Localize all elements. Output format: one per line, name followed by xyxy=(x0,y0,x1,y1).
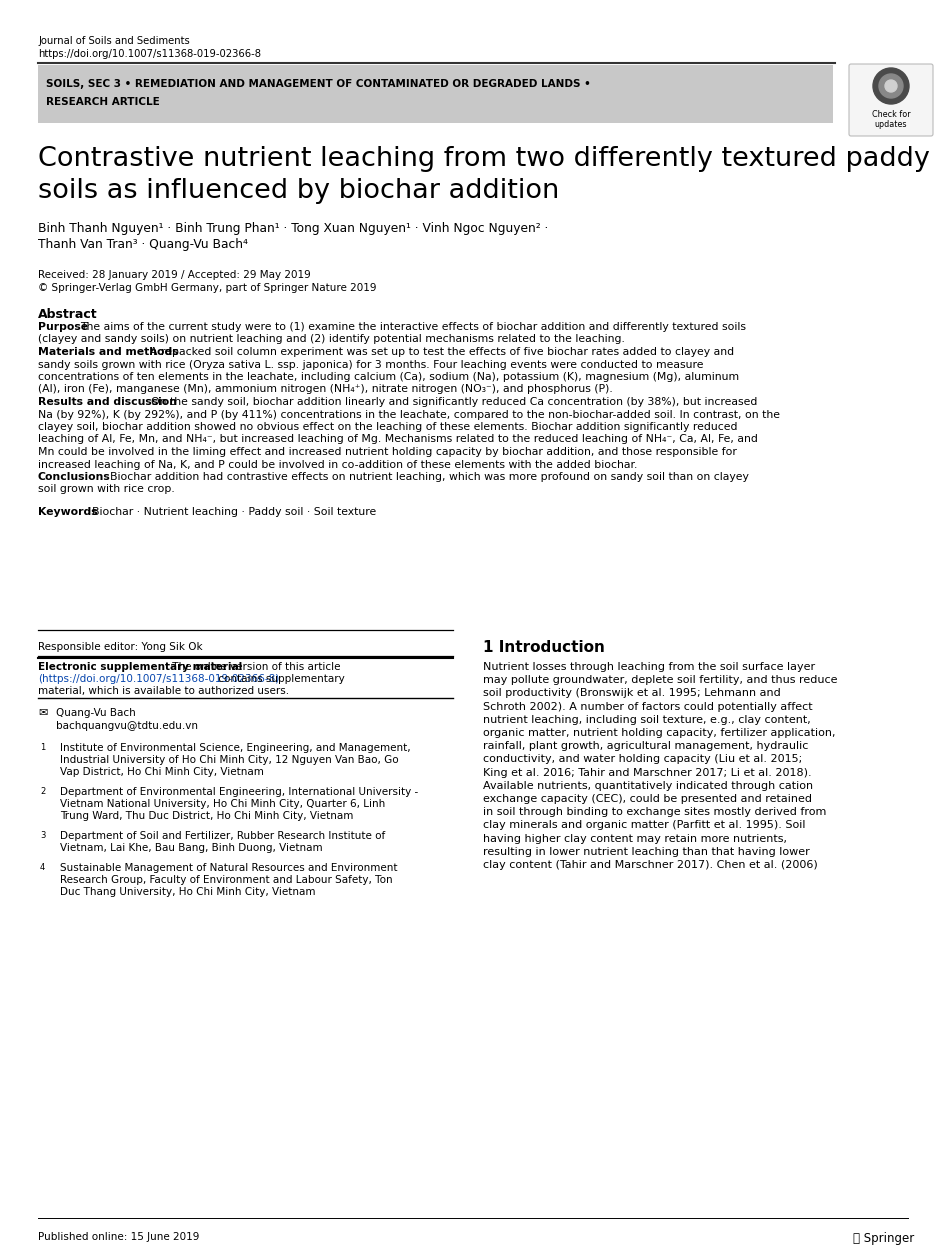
Text: Sustainable Management of Natural Resources and Environment: Sustainable Management of Natural Resour… xyxy=(60,863,398,873)
Text: (Al), iron (Fe), manganese (Mn), ammonium nitrogen (NH₄⁺), nitrate nitrogen (NO₃: (Al), iron (Fe), manganese (Mn), ammoniu… xyxy=(38,384,613,394)
Text: (clayey and sandy soils) on nutrient leaching and (2) identify potential mechani: (clayey and sandy soils) on nutrient lea… xyxy=(38,334,625,344)
Text: sandy soils grown with rice (Oryza sativa L. ssp. japonica) for 3 months. Four l: sandy soils grown with rice (Oryza sativ… xyxy=(38,359,703,369)
Text: bachquangvu@tdtu.edu.vn: bachquangvu@tdtu.edu.vn xyxy=(56,721,198,731)
Circle shape xyxy=(879,74,903,98)
Text: Check for: Check for xyxy=(871,110,910,119)
Text: Vietnam National University, Ho Chi Minh City, Quarter 6, Linh: Vietnam National University, Ho Chi Minh… xyxy=(60,799,386,809)
Text: Contrastive nutrient leaching from two differently textured paddy: Contrastive nutrient leaching from two d… xyxy=(38,146,930,172)
Text: A repacked soil column experiment was set up to test the effects of five biochar: A repacked soil column experiment was se… xyxy=(150,347,734,357)
Text: Biochar · Nutrient leaching · Paddy soil · Soil texture: Biochar · Nutrient leaching · Paddy soil… xyxy=(92,507,376,517)
Text: The online version of this article: The online version of this article xyxy=(169,662,340,672)
Text: nutrient leaching, including soil texture, e.g., clay content,: nutrient leaching, including soil textur… xyxy=(483,715,811,725)
Text: Duc Thang University, Ho Chi Minh City, Vietnam: Duc Thang University, Ho Chi Minh City, … xyxy=(60,886,316,896)
Text: clay minerals and organic matter (Parfitt et al. 1995). Soil: clay minerals and organic matter (Parfit… xyxy=(483,820,805,830)
Circle shape xyxy=(885,80,897,91)
Text: Research Group, Faculty of Environment and Labour Safety, Ton: Research Group, Faculty of Environment a… xyxy=(60,875,392,885)
Text: 1: 1 xyxy=(40,742,45,752)
Text: 4: 4 xyxy=(40,863,45,871)
Text: in soil through binding to exchange sites mostly derived from: in soil through binding to exchange site… xyxy=(483,808,826,818)
Text: having higher clay content may retain more nutrients,: having higher clay content may retain mo… xyxy=(483,834,787,844)
Text: organic matter, nutrient holding capacity, fertilizer application,: organic matter, nutrient holding capacit… xyxy=(483,727,835,737)
Text: exchange capacity (CEC), could be presented and retained: exchange capacity (CEC), could be presen… xyxy=(483,794,812,804)
Text: Keywords: Keywords xyxy=(38,507,98,517)
Text: Responsible editor: Yong Sik Ok: Responsible editor: Yong Sik Ok xyxy=(38,642,203,652)
Text: Materials and methods: Materials and methods xyxy=(38,347,178,357)
Text: Mn could be involved in the liming effect and increased nutrient holding capacit: Mn could be involved in the liming effec… xyxy=(38,447,736,457)
Text: Na (by 92%), K (by 292%), and P (by 411%) concentrations in the leachate, compar: Na (by 92%), K (by 292%), and P (by 411%… xyxy=(38,409,780,419)
FancyBboxPatch shape xyxy=(849,64,933,136)
Text: Department of Soil and Fertilizer, Rubber Research Institute of: Department of Soil and Fertilizer, Rubbe… xyxy=(60,831,386,841)
Text: King et al. 2016; Tahir and Marschner 2017; Li et al. 2018).: King et al. 2016; Tahir and Marschner 20… xyxy=(483,767,812,777)
Text: increased leaching of Na, K, and P could be involved in co-addition of these ele: increased leaching of Na, K, and P could… xyxy=(38,459,637,470)
Text: Received: 28 January 2019 / Accepted: 29 May 2019: Received: 28 January 2019 / Accepted: 29… xyxy=(38,270,311,280)
Text: Biochar addition had contrastive effects on nutrient leaching, which was more pr: Biochar addition had contrastive effects… xyxy=(110,472,749,482)
Text: Results and discussion: Results and discussion xyxy=(38,397,177,407)
Text: Binh Thanh Nguyen¹ · Binh Trung Phan¹ · Tong Xuan Nguyen¹ · Vinh Ngoc Nguyen² ·: Binh Thanh Nguyen¹ · Binh Trung Phan¹ · … xyxy=(38,222,549,235)
Text: On the sandy soil, biochar addition linearly and significantly reduced Ca concen: On the sandy soil, biochar addition line… xyxy=(151,397,757,407)
Text: Available nutrients, quantitatively indicated through cation: Available nutrients, quantitatively indi… xyxy=(483,781,813,791)
Text: may pollute groundwater, deplete soil fertility, and thus reduce: may pollute groundwater, deplete soil fe… xyxy=(483,675,837,685)
Text: RESEARCH ARTICLE: RESEARCH ARTICLE xyxy=(46,96,159,106)
Text: rainfall, plant growth, agricultural management, hydraulic: rainfall, plant growth, agricultural man… xyxy=(483,741,808,751)
Text: (https://doi.org/10.1007/s11368-019-02366-8): (https://doi.org/10.1007/s11368-019-0236… xyxy=(38,674,279,684)
Text: clayey soil, biochar addition showed no obvious effect on the leaching of these : clayey soil, biochar addition showed no … xyxy=(38,422,737,432)
Text: Vietnam, Lai Khe, Bau Bang, Binh Duong, Vietnam: Vietnam, Lai Khe, Bau Bang, Binh Duong, … xyxy=(60,843,323,853)
Text: Published online: 15 June 2019: Published online: 15 June 2019 xyxy=(38,1232,199,1242)
Text: resulting in lower nutrient leaching than that having lower: resulting in lower nutrient leaching tha… xyxy=(483,846,810,856)
Text: updates: updates xyxy=(875,120,907,129)
Text: https://doi.org/10.1007/s11368-019-02366-8: https://doi.org/10.1007/s11368-019-02366… xyxy=(38,49,261,59)
Text: SOILS, SEC 3 • REMEDIATION AND MANAGEMENT OF CONTAMINATED OR DEGRADED LANDS •: SOILS, SEC 3 • REMEDIATION AND MANAGEMEN… xyxy=(46,79,590,89)
Text: 2: 2 xyxy=(40,788,45,796)
Text: Schroth 2002). A number of factors could potentially affect: Schroth 2002). A number of factors could… xyxy=(483,701,813,711)
Text: Industrial University of Ho Chi Minh City, 12 Nguyen Van Bao, Go: Industrial University of Ho Chi Minh Cit… xyxy=(60,755,399,765)
Text: The aims of the current study were to (1) examine the interactive effects of bio: The aims of the current study were to (1… xyxy=(80,322,746,332)
Text: soil productivity (Bronswijk et al. 1995; Lehmann and: soil productivity (Bronswijk et al. 1995… xyxy=(483,689,781,699)
Text: Journal of Soils and Sediments: Journal of Soils and Sediments xyxy=(38,36,190,46)
Text: Abstract: Abstract xyxy=(38,308,98,321)
Text: soil grown with rice crop.: soil grown with rice crop. xyxy=(38,485,174,495)
Text: Conclusions: Conclusions xyxy=(38,472,110,482)
Text: Thanh Van Tran³ · Quang-Vu Bach⁴: Thanh Van Tran³ · Quang-Vu Bach⁴ xyxy=(38,238,248,250)
Text: 1 Introduction: 1 Introduction xyxy=(483,640,604,655)
Text: © Springer-Verlag GmbH Germany, part of Springer Nature 2019: © Springer-Verlag GmbH Germany, part of … xyxy=(38,283,376,293)
FancyBboxPatch shape xyxy=(38,65,833,123)
Text: clay content (Tahir and Marschner 2017). Chen et al. (2006): clay content (Tahir and Marschner 2017).… xyxy=(483,860,818,870)
Circle shape xyxy=(873,68,909,104)
Text: Ⓢ Springer: Ⓢ Springer xyxy=(853,1232,915,1244)
Text: Purpose: Purpose xyxy=(38,322,88,332)
Text: Electronic supplementary material: Electronic supplementary material xyxy=(38,662,242,672)
Text: soils as influenced by biochar addition: soils as influenced by biochar addition xyxy=(38,178,559,204)
Text: Nutrient losses through leaching from the soil surface layer: Nutrient losses through leaching from th… xyxy=(483,662,815,672)
Text: Trung Ward, Thu Duc District, Ho Chi Minh City, Vietnam: Trung Ward, Thu Duc District, Ho Chi Min… xyxy=(60,811,354,821)
Text: ✉: ✉ xyxy=(38,707,47,717)
Text: leaching of Al, Fe, Mn, and NH₄⁻, but increased leaching of Mg. Mechanisms relat: leaching of Al, Fe, Mn, and NH₄⁻, but in… xyxy=(38,434,758,444)
Text: conductivity, and water holding capacity (Liu et al. 2015;: conductivity, and water holding capacity… xyxy=(483,755,802,765)
Text: Quang-Vu Bach: Quang-Vu Bach xyxy=(56,707,136,717)
Text: Vap District, Ho Chi Minh City, Vietnam: Vap District, Ho Chi Minh City, Vietnam xyxy=(60,767,264,777)
Text: Department of Environmental Engineering, International University -: Department of Environmental Engineering,… xyxy=(60,788,419,798)
Text: concentrations of ten elements in the leachate, including calcium (Ca), sodium (: concentrations of ten elements in the le… xyxy=(38,372,739,382)
Text: contains supplementary: contains supplementary xyxy=(215,674,345,684)
Text: Institute of Environmental Science, Engineering, and Management,: Institute of Environmental Science, Engi… xyxy=(60,742,410,752)
Text: material, which is available to authorized users.: material, which is available to authoriz… xyxy=(38,686,290,696)
Text: 3: 3 xyxy=(40,831,45,840)
